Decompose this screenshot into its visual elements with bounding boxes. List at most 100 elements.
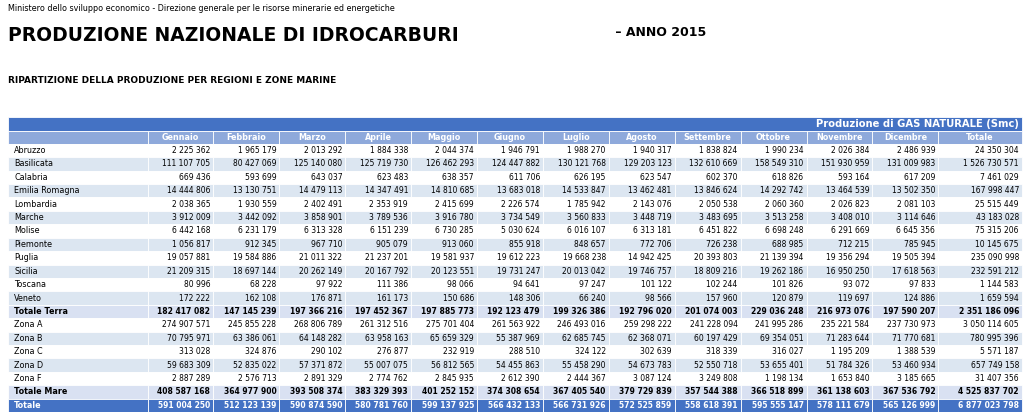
Text: 57 371 872: 57 371 872 xyxy=(299,360,342,370)
Text: RIPARTIZIONE DELLA PRODUZIONE PER REGIONI E ZONE MARINE: RIPARTIZIONE DELLA PRODUZIONE PER REGION… xyxy=(8,76,337,85)
Bar xyxy=(8,372,147,385)
Bar xyxy=(8,278,147,291)
Text: 2 486 939: 2 486 939 xyxy=(897,146,935,155)
Text: 19 731 247: 19 731 247 xyxy=(497,267,540,276)
Text: 2 353 919: 2 353 919 xyxy=(370,200,409,208)
Text: Veneto: Veneto xyxy=(14,293,42,302)
Text: 1 056 817: 1 056 817 xyxy=(172,240,210,249)
Bar xyxy=(675,251,740,265)
Bar xyxy=(675,197,740,211)
Text: 623 547: 623 547 xyxy=(640,173,672,182)
Bar xyxy=(411,184,477,197)
Bar xyxy=(411,251,477,265)
Text: 237 730 973: 237 730 973 xyxy=(887,321,935,329)
Text: 161 173: 161 173 xyxy=(377,293,409,302)
Text: 232 919: 232 919 xyxy=(442,347,474,356)
Text: 2 887 289: 2 887 289 xyxy=(172,374,210,383)
Text: – ANNO 2015: – ANNO 2015 xyxy=(611,26,707,39)
Bar xyxy=(477,291,543,305)
Bar xyxy=(8,211,147,224)
Text: 241 995 286: 241 995 286 xyxy=(756,321,804,329)
Text: 80 996: 80 996 xyxy=(183,280,210,289)
Bar xyxy=(411,358,477,372)
Bar xyxy=(147,305,213,318)
Text: 6 730 285: 6 730 285 xyxy=(435,227,474,236)
Bar xyxy=(345,184,411,197)
Text: 1 930 559: 1 930 559 xyxy=(238,200,276,208)
Bar xyxy=(872,291,938,305)
Text: 590 874 590: 590 874 590 xyxy=(290,401,342,410)
Bar xyxy=(477,157,543,171)
Bar xyxy=(675,291,740,305)
Text: 595 555 147: 595 555 147 xyxy=(752,401,804,410)
Bar xyxy=(147,385,213,398)
Bar xyxy=(675,211,740,224)
Text: 21 011 322: 21 011 322 xyxy=(299,253,342,262)
Text: 21 209 315: 21 209 315 xyxy=(167,267,210,276)
Bar xyxy=(477,398,543,412)
Text: 2 402 491: 2 402 491 xyxy=(304,200,342,208)
Bar xyxy=(807,318,872,332)
Bar xyxy=(807,305,872,318)
Text: 131 009 983: 131 009 983 xyxy=(887,159,935,169)
Bar xyxy=(872,157,938,171)
Text: Toscana: Toscana xyxy=(14,280,46,289)
Text: 2 050 538: 2 050 538 xyxy=(699,200,737,208)
Text: 593 699: 593 699 xyxy=(245,173,276,182)
Text: 14 347 491: 14 347 491 xyxy=(365,186,409,195)
Bar xyxy=(411,278,477,291)
Text: 2 891 329: 2 891 329 xyxy=(304,374,342,383)
Bar xyxy=(740,318,807,332)
Bar xyxy=(609,157,675,171)
Bar xyxy=(609,197,675,211)
Bar xyxy=(543,224,609,238)
Text: 13 130 751: 13 130 751 xyxy=(232,186,276,195)
Bar xyxy=(740,372,807,385)
Text: 3 483 695: 3 483 695 xyxy=(698,213,737,222)
Bar xyxy=(543,385,609,398)
Text: Calabria: Calabria xyxy=(14,173,48,182)
Text: 62 685 745: 62 685 745 xyxy=(562,334,606,343)
Text: Totale Terra: Totale Terra xyxy=(14,307,69,316)
Bar xyxy=(740,251,807,265)
Bar xyxy=(609,372,675,385)
Bar xyxy=(147,318,213,332)
Bar xyxy=(609,224,675,238)
Text: 192 123 479: 192 123 479 xyxy=(487,307,540,316)
Text: 13 502 350: 13 502 350 xyxy=(892,186,935,195)
Text: 357 544 388: 357 544 388 xyxy=(685,387,737,396)
Text: 94 641: 94 641 xyxy=(513,280,540,289)
Text: 1 965 179: 1 965 179 xyxy=(238,146,276,155)
Bar xyxy=(938,251,1022,265)
Text: 599 137 925: 599 137 925 xyxy=(422,401,474,410)
Text: 64 148 282: 64 148 282 xyxy=(299,334,342,343)
Bar xyxy=(280,318,345,332)
Bar xyxy=(345,278,411,291)
Bar xyxy=(8,251,147,265)
Bar xyxy=(213,291,280,305)
Bar xyxy=(280,144,345,157)
Bar xyxy=(8,157,147,171)
Bar xyxy=(477,131,543,144)
Bar xyxy=(411,318,477,332)
Text: Puglia: Puglia xyxy=(14,253,39,262)
Text: 1 144 583: 1 144 583 xyxy=(980,280,1019,289)
Text: 124 447 882: 124 447 882 xyxy=(492,159,540,169)
Text: Totale: Totale xyxy=(967,133,994,142)
Text: 611 706: 611 706 xyxy=(509,173,540,182)
Text: 3 912 009: 3 912 009 xyxy=(172,213,210,222)
Bar xyxy=(411,345,477,358)
Text: 626 195: 626 195 xyxy=(574,173,606,182)
Bar xyxy=(8,291,147,305)
Text: 97 247: 97 247 xyxy=(580,280,606,289)
Text: 1 884 338: 1 884 338 xyxy=(370,146,409,155)
Text: 1 988 270: 1 988 270 xyxy=(567,146,606,155)
Text: 148 306: 148 306 xyxy=(509,293,540,302)
Bar xyxy=(609,318,675,332)
Text: 14 810 685: 14 810 685 xyxy=(431,186,474,195)
Bar xyxy=(938,385,1022,398)
Bar xyxy=(675,358,740,372)
Bar xyxy=(147,372,213,385)
Bar xyxy=(477,318,543,332)
Bar xyxy=(807,278,872,291)
